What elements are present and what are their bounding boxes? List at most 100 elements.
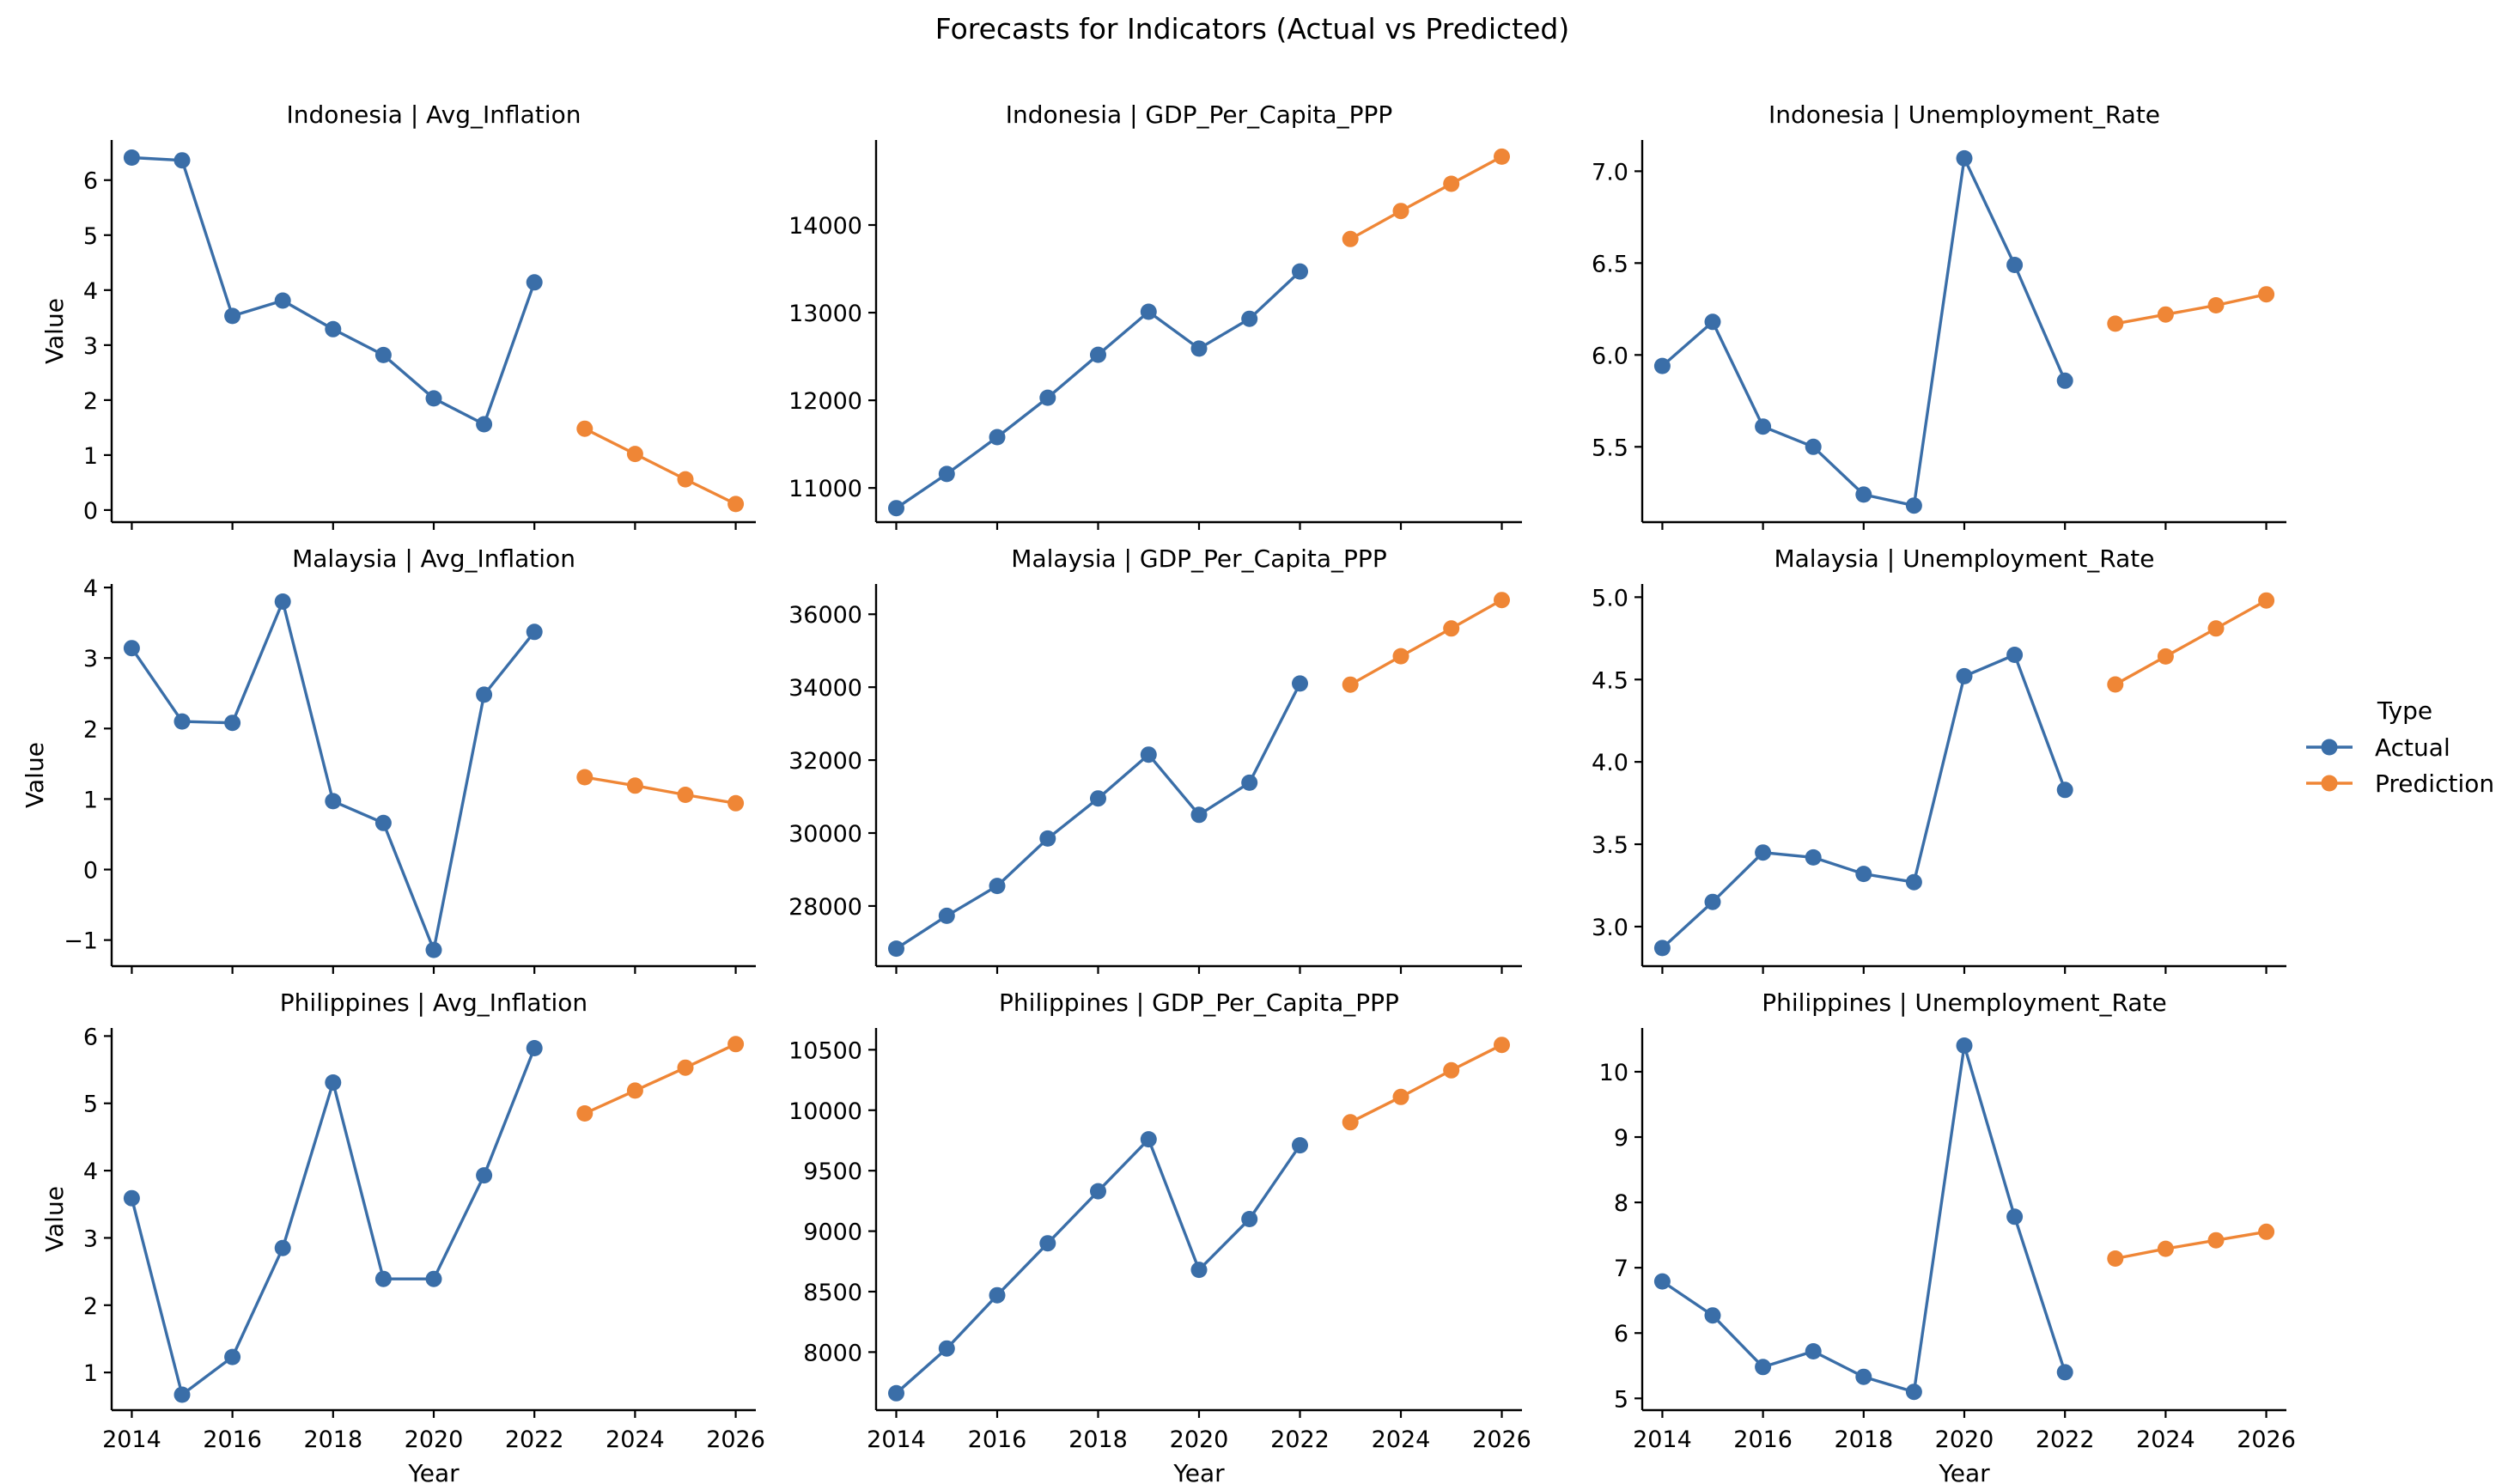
series-line xyxy=(1661,156,2067,508)
data-point xyxy=(1956,1037,1973,1054)
y-tick-label: 3.5 xyxy=(1592,832,1628,859)
data-point xyxy=(1755,418,1772,435)
panel-title: Philippines | Avg_Inflation xyxy=(280,988,587,1017)
y-tick-label: 2 xyxy=(83,1293,98,1320)
data-point xyxy=(1140,1131,1157,1148)
chart-panel: Indonesia | Unemployment_Rate 5.5 6.0 6.5 7.… xyxy=(1592,100,2286,530)
x-tick-label: 2014 xyxy=(1633,1426,1692,1453)
data-point xyxy=(888,940,904,958)
data-point xyxy=(626,446,643,463)
x-tick-label: 2018 xyxy=(1068,1426,1128,1453)
data-point xyxy=(1704,313,1721,331)
x-tick-label: 2018 xyxy=(303,1426,362,1453)
x-tick-label: 2016 xyxy=(1733,1426,1793,1453)
x-axis-label: Year xyxy=(1938,1459,1990,1484)
y-tick-label: 4 xyxy=(83,278,98,305)
y-tick-label: 12000 xyxy=(788,388,862,415)
data-point xyxy=(727,1036,745,1053)
y-tick-label: 6 xyxy=(1614,1321,1628,1347)
panel-title: Malaysia | Avg_Inflation xyxy=(292,544,575,573)
y-tick-label: 10 xyxy=(1599,1060,1628,1086)
data-point xyxy=(374,346,392,363)
y-tick-label: 10500 xyxy=(788,1037,862,1064)
series-line xyxy=(2115,293,2267,325)
chart-panel: Malaysia | Avg_Inflation −1 0 1 2 3 4 Value xyxy=(21,544,756,974)
data-point xyxy=(888,1384,904,1402)
x-tick-label: 2016 xyxy=(203,1426,262,1453)
data-point xyxy=(1755,844,1772,861)
data-point xyxy=(1905,1384,1922,1401)
data-point xyxy=(476,416,493,433)
data-point xyxy=(123,149,140,166)
data-point xyxy=(2006,257,2024,273)
data-point xyxy=(1241,1211,1258,1227)
y-tick-label: 7.0 xyxy=(1592,159,1628,186)
data-point xyxy=(224,307,241,325)
series-line xyxy=(895,1137,1301,1395)
series-line xyxy=(1349,1043,1503,1124)
figure-title: Forecasts for Indicators (Actual vs Pred… xyxy=(935,12,1569,46)
y-tick-label: 1 xyxy=(83,787,98,813)
data-point xyxy=(2258,286,2275,303)
data-point xyxy=(2056,782,2073,799)
data-point xyxy=(1241,774,1258,791)
data-point xyxy=(274,593,291,610)
x-tick-label: 2026 xyxy=(706,1426,765,1453)
data-point xyxy=(1704,1307,1721,1324)
y-tick-label: 10000 xyxy=(788,1098,862,1125)
data-point xyxy=(1443,1061,1460,1079)
series-line xyxy=(2114,599,2268,686)
series-line xyxy=(895,683,1302,951)
y-tick-label: 1 xyxy=(83,1360,98,1387)
data-point xyxy=(2157,306,2174,323)
y-tick-label: 4 xyxy=(83,1159,98,1185)
panel-title: Malaysia | GDP_Per_Capita_PPP xyxy=(1011,544,1386,573)
chart-panel: Malaysia | Unemployment_Rate 3.0 3.5 4.0 4.5… xyxy=(1592,544,2286,974)
y-tick-label: 14000 xyxy=(788,213,862,240)
series-line xyxy=(1661,653,2067,950)
data-point xyxy=(1443,175,1460,192)
data-point xyxy=(1190,1262,1208,1279)
x-tick-label: 2022 xyxy=(505,1426,564,1453)
data-point xyxy=(1140,303,1157,320)
x-tick-label: 2018 xyxy=(1834,1426,1893,1453)
data-point xyxy=(1392,203,1409,220)
y-tick-label: −1 xyxy=(64,928,98,955)
series-line xyxy=(1661,1043,2067,1394)
data-point xyxy=(1090,346,1106,363)
data-point xyxy=(2258,1223,2275,1240)
data-point xyxy=(1090,790,1106,807)
data-point xyxy=(1805,438,1822,455)
data-point xyxy=(727,794,745,812)
data-point xyxy=(1855,486,1872,503)
panel-title: Indonesia | Unemployment_Rate xyxy=(1768,100,2160,129)
chart-panel: Malaysia | GDP_Per_Capita_PPP 28000 30000 3… xyxy=(788,544,1522,974)
y-tick-label: 30000 xyxy=(788,821,862,848)
panel-title: Philippines | Unemployment_Rate xyxy=(1762,988,2167,1017)
y-tick-label: 4.5 xyxy=(1592,667,1628,694)
data-point xyxy=(325,1074,342,1091)
y-tick-label: 5 xyxy=(1614,1386,1628,1413)
data-point xyxy=(1342,1114,1359,1131)
series-line xyxy=(584,775,736,805)
data-point xyxy=(1292,675,1308,692)
chart-panel: Indonesia | Avg_Inflation 0 1 2 3 4 5 6 Value xyxy=(40,100,756,530)
data-point xyxy=(1905,873,1922,891)
y-tick-label: 2 xyxy=(83,388,98,415)
data-point xyxy=(2107,1250,2124,1267)
y-axis-label: Value xyxy=(40,298,69,364)
data-point xyxy=(1653,940,1671,957)
data-point xyxy=(2207,620,2225,637)
data-point xyxy=(2258,592,2275,609)
data-point xyxy=(425,1270,442,1287)
data-point xyxy=(526,1040,543,1056)
chart-panel: Philippines | GDP_Per_Capita_PPP 8000 8500… xyxy=(788,988,1531,1484)
data-point xyxy=(576,420,594,437)
chart-panel: Philippines | Unemployment_Rate 5 6 7 8 9 10 20… xyxy=(1599,988,2296,1484)
chart-panel: Philippines | Avg_Inflation 1 2 3 4 5 6 2014 201… xyxy=(40,988,765,1484)
data-point xyxy=(1494,592,1510,609)
data-point xyxy=(938,1340,955,1357)
panel-title: Philippines | GDP_Per_Capita_PPP xyxy=(999,988,1399,1017)
y-tick-label: 32000 xyxy=(788,748,862,775)
